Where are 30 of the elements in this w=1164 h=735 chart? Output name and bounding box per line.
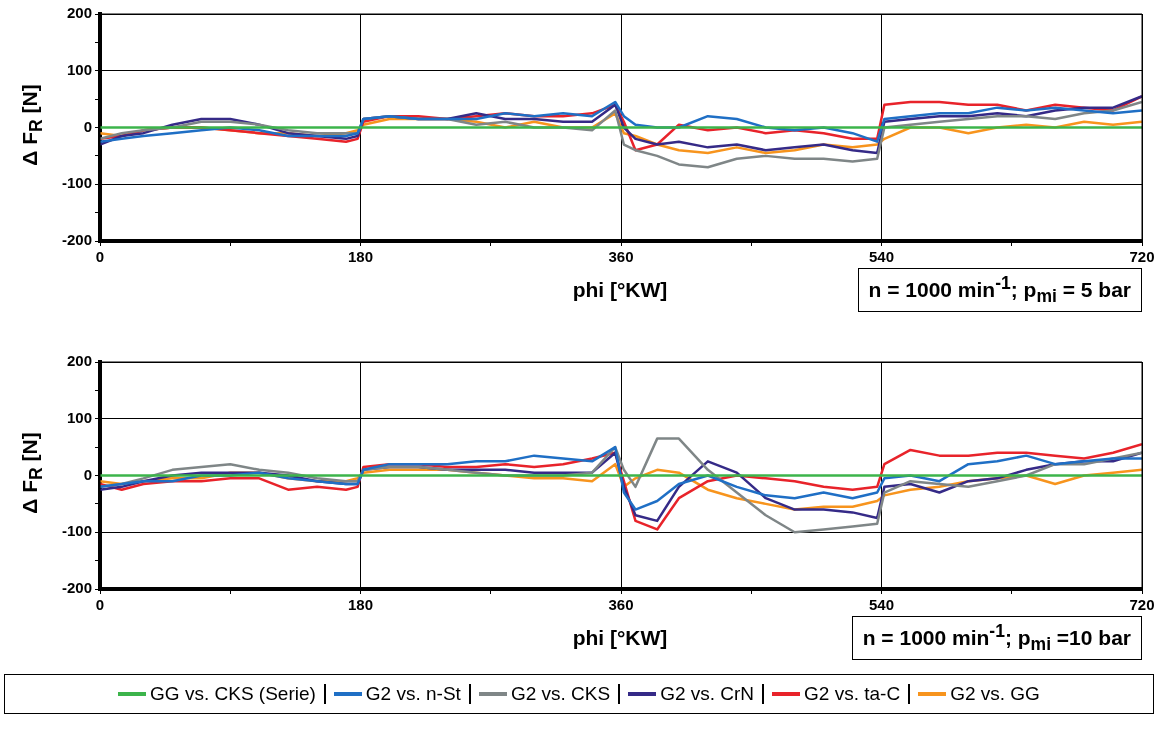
y-tick-label: 100 bbox=[66, 60, 92, 78]
y-tick-label: 0 bbox=[83, 117, 92, 135]
x-axis-title: phi [°KW] bbox=[571, 626, 669, 650]
legend-label: G2 vs. CKS bbox=[510, 683, 611, 705]
x-tick-label: 360 bbox=[608, 596, 634, 614]
y-tick-label: 0 bbox=[83, 465, 92, 483]
x-tick-label: 720 bbox=[1129, 596, 1155, 614]
y-tick-label: 200 bbox=[66, 4, 92, 22]
legend-label: G2 vs. GG bbox=[950, 683, 1040, 705]
x-axis-title: phi [°KW] bbox=[571, 278, 669, 302]
legend-label: G2 vs. n-St bbox=[365, 683, 461, 705]
text: n = 1000 min$^{-1}$; p$_{mi}$ =10 bar bbox=[851, 616, 1142, 661]
x-tick-label: 720 bbox=[1129, 248, 1155, 266]
y-tick-label: -100 bbox=[61, 174, 92, 192]
y-tick-label: -100 bbox=[61, 522, 92, 540]
text: n = 1000 min$^{-1}$; p$_{mi}$ = 5 bar bbox=[857, 268, 1142, 313]
x-tick-label: 0 bbox=[95, 248, 105, 266]
x-tick-label: 360 bbox=[608, 248, 634, 266]
legend-label: G2 vs. CrN bbox=[660, 683, 755, 705]
y-tick-label: 100 bbox=[66, 408, 92, 426]
y-tick-label: 200 bbox=[66, 352, 92, 370]
x-tick-label: 540 bbox=[868, 248, 895, 266]
x-tick-label: 180 bbox=[347, 248, 374, 266]
legend-label: GG vs. CKS (Serie) bbox=[150, 683, 316, 705]
legend-label: G2 vs. ta-C bbox=[804, 683, 901, 705]
x-tick-label: 0 bbox=[95, 596, 105, 614]
y-tick-label: -200 bbox=[61, 579, 92, 597]
y-tick-label: -200 bbox=[61, 231, 92, 249]
x-tick-label: 540 bbox=[868, 596, 895, 614]
x-tick-label: 180 bbox=[347, 596, 374, 614]
